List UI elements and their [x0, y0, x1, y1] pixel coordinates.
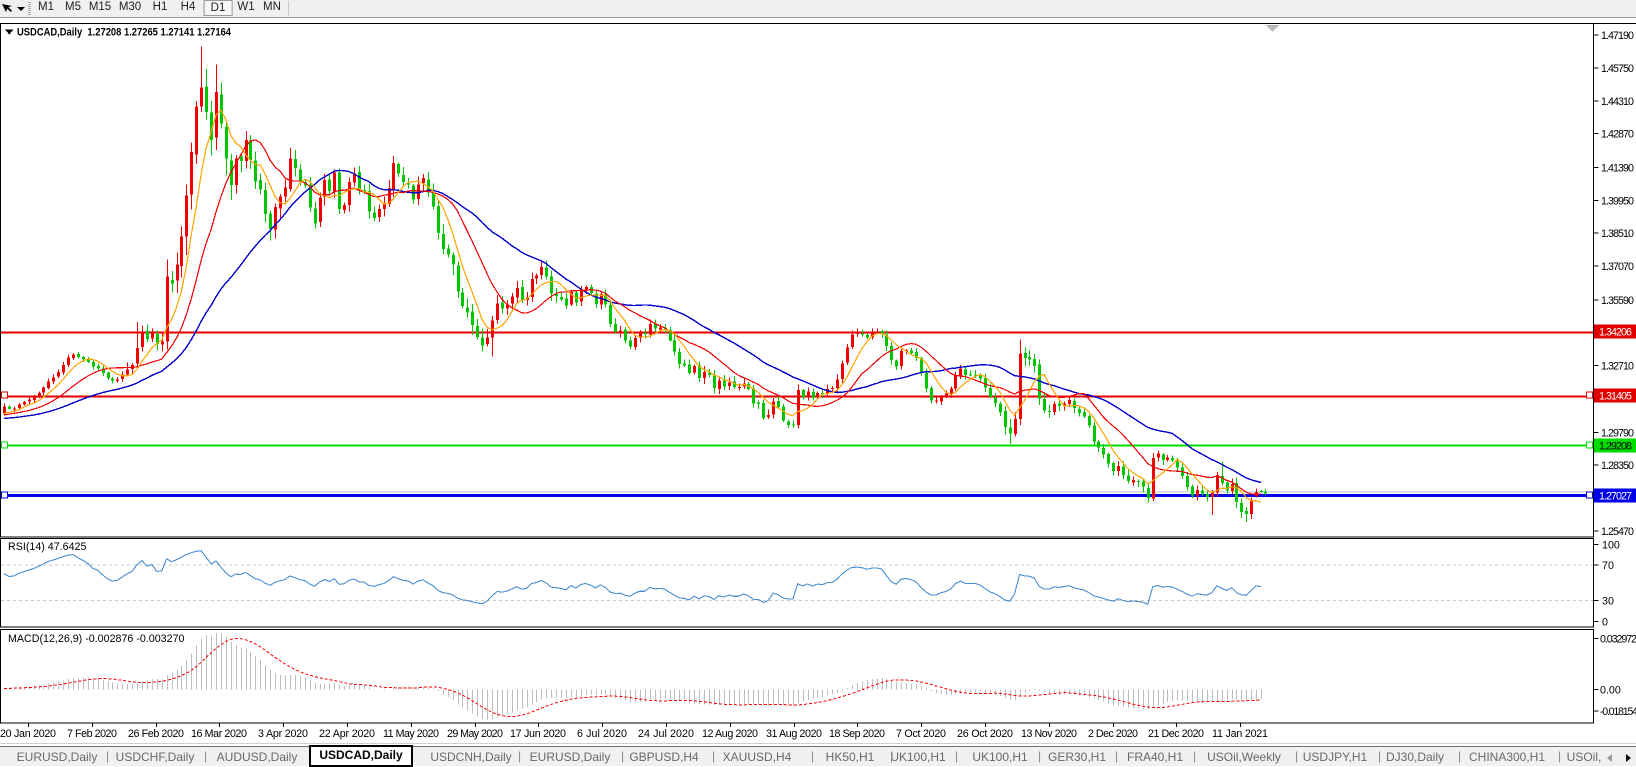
svg-text:1.45750: 1.45750: [1601, 63, 1634, 75]
svg-text:100: 100: [1602, 540, 1620, 552]
svg-text:29 May 2020: 29 May 2020: [447, 728, 503, 740]
svg-text:2 Dec 2020: 2 Dec 2020: [1088, 728, 1138, 740]
svg-text:20 Jan 2020: 20 Jan 2020: [0, 728, 56, 740]
svg-text:MACD(12,26,9) -0.002876 -0.003: MACD(12,26,9) -0.002876 -0.003270: [8, 633, 185, 645]
svg-text:1.42870: 1.42870: [1601, 129, 1634, 141]
svg-text:1.37070: 1.37070: [1601, 261, 1634, 273]
svg-text:70: 70: [1602, 560, 1614, 572]
svg-text:3 Apr 2020: 3 Apr 2020: [258, 728, 308, 740]
svg-text:11 Jan 2021: 11 Jan 2021: [1212, 728, 1268, 740]
svg-text:1.41390: 1.41390: [1601, 162, 1634, 174]
svg-text:7 Feb 2020: 7 Feb 2020: [67, 728, 117, 740]
svg-text:RSI(14) 47.6425: RSI(14) 47.6425: [8, 541, 86, 553]
svg-text:USDCAD,Daily 1.27208 1.27265: USDCAD,Daily 1.27208 1.27265 1.27141 1.2…: [17, 27, 232, 39]
svg-text:1.38510: 1.38510: [1601, 228, 1634, 240]
svg-text:21 Dec 2020: 21 Dec 2020: [1148, 728, 1204, 740]
svg-text:1.27027: 1.27027: [1599, 490, 1632, 502]
svg-text:22 Apr 2020: 22 Apr 2020: [319, 728, 375, 740]
svg-text:0.00: 0.00: [1600, 685, 1621, 697]
svg-text:1.31405: 1.31405: [1599, 390, 1632, 402]
svg-text:13 Nov 2020: 13 Nov 2020: [1021, 728, 1077, 740]
svg-text:1.32710: 1.32710: [1601, 361, 1634, 373]
svg-text:1.25470: 1.25470: [1601, 526, 1634, 538]
svg-text:1.34206: 1.34206: [1599, 326, 1632, 338]
svg-text:0.032972: 0.032972: [1600, 634, 1636, 646]
svg-text:1.35590: 1.35590: [1601, 295, 1634, 307]
svg-text:-0.018154: -0.018154: [1600, 706, 1636, 718]
svg-text:31 Aug 2020: 31 Aug 2020: [766, 728, 822, 740]
svg-text:18 Sep 2020: 18 Sep 2020: [829, 728, 885, 740]
svg-text:26 Feb 2020: 26 Feb 2020: [128, 728, 184, 740]
svg-text:1.39950: 1.39950: [1601, 195, 1634, 207]
svg-text:12 Aug 2020: 12 Aug 2020: [702, 728, 758, 740]
svg-text:26 Oct 2020: 26 Oct 2020: [957, 728, 1013, 740]
svg-text:1.29208: 1.29208: [1599, 441, 1632, 453]
svg-text:1.47190: 1.47190: [1601, 30, 1634, 42]
svg-text:1.28350: 1.28350: [1601, 460, 1634, 472]
svg-text:11 May 2020: 11 May 2020: [383, 728, 439, 740]
svg-text:16 Mar 2020: 16 Mar 2020: [191, 728, 247, 740]
svg-text:1.44310: 1.44310: [1601, 96, 1634, 108]
svg-text:17 Jun 2020: 17 Jun 2020: [510, 728, 566, 740]
svg-text:6 Jul 2020: 6 Jul 2020: [577, 728, 627, 740]
svg-text:0: 0: [1602, 616, 1608, 628]
svg-text:30: 30: [1602, 596, 1614, 608]
svg-text:7 Oct 2020: 7 Oct 2020: [896, 728, 946, 740]
svg-text:24 Jul 2020: 24 Jul 2020: [638, 728, 694, 740]
svg-text:1.29790: 1.29790: [1601, 427, 1634, 439]
